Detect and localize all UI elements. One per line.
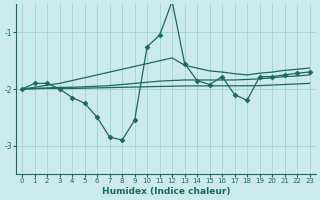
X-axis label: Humidex (Indice chaleur): Humidex (Indice chaleur) <box>102 187 230 196</box>
